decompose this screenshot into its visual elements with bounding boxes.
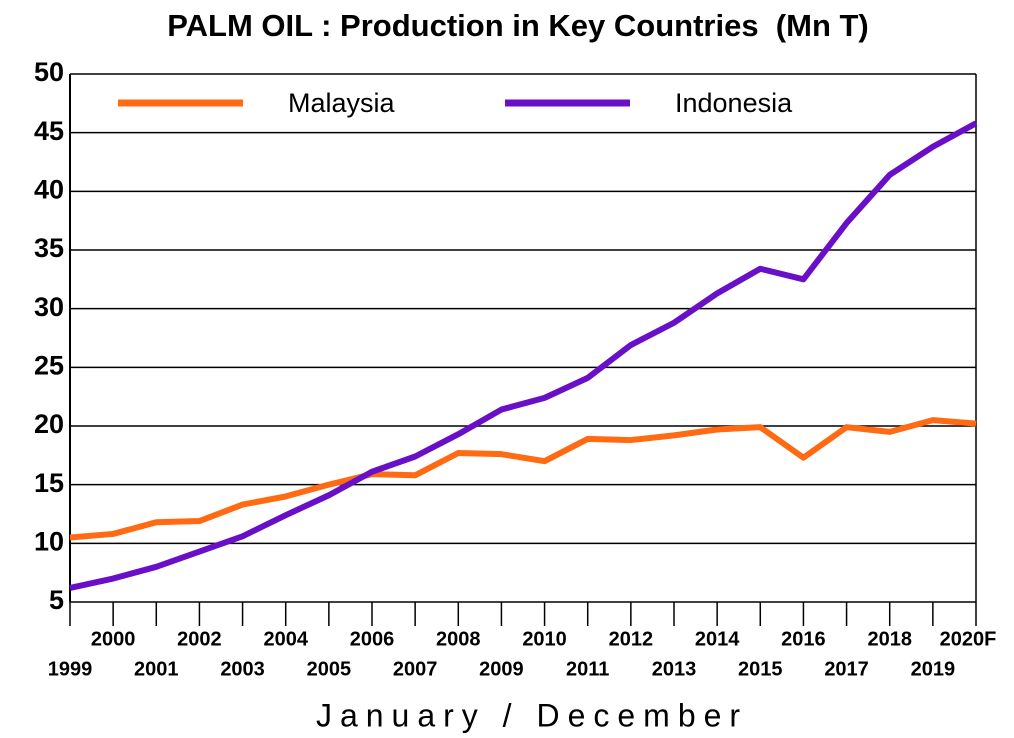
y-tick-label: 15 [34,468,64,498]
x-tick-label: 2018 [867,628,912,650]
y-tick-label: 30 [34,292,64,322]
x-tick-label: 2003 [220,658,265,680]
x-tick-label: 2012 [609,628,654,650]
x-axis-title: January / December [316,697,748,733]
y-tick-label: 35 [34,233,64,263]
x-tick-label: 2006 [350,628,395,650]
y-tick-label: 45 [34,116,64,146]
x-tick-label: 2009 [479,658,524,680]
x-tick-label: 2001 [134,658,179,680]
y-tick-label: 10 [34,526,64,556]
x-tick-label: 2017 [824,658,869,680]
y-tick-label: 40 [34,174,64,204]
y-tick-label: 20 [34,409,64,439]
x-tick-label: 2002 [177,628,222,650]
series-line [69,417,977,541]
x-tick-label: 2014 [695,628,740,650]
x-tick-label: 2015 [738,658,783,680]
series-line [69,120,978,591]
x-tick-label: 2008 [436,628,481,650]
x-tick-label: 2010 [522,628,567,650]
y-tick-label: 25 [34,350,64,380]
x-tick-label: 2016 [781,628,826,650]
x-tick-label: 1999 [48,658,93,680]
x-tick-label: 2005 [307,658,352,680]
x-tick-label: 2007 [393,658,438,680]
y-tick-label: 5 [49,585,64,615]
x-tick-label: 2011 [566,658,609,680]
chart-title: PALM OIL : Production in Key Countries (… [167,8,869,43]
legend-label: Malaysia [288,88,396,118]
x-tick-label: 2019 [911,658,956,680]
y-tick-label: 50 [34,57,64,87]
x-tick-label: 2013 [652,658,697,680]
x-tick-label: 2000 [91,628,136,650]
legend-label: Indonesia [675,88,793,118]
x-tick-label: 2020F [940,628,997,650]
x-tick-label: 2004 [263,628,308,650]
